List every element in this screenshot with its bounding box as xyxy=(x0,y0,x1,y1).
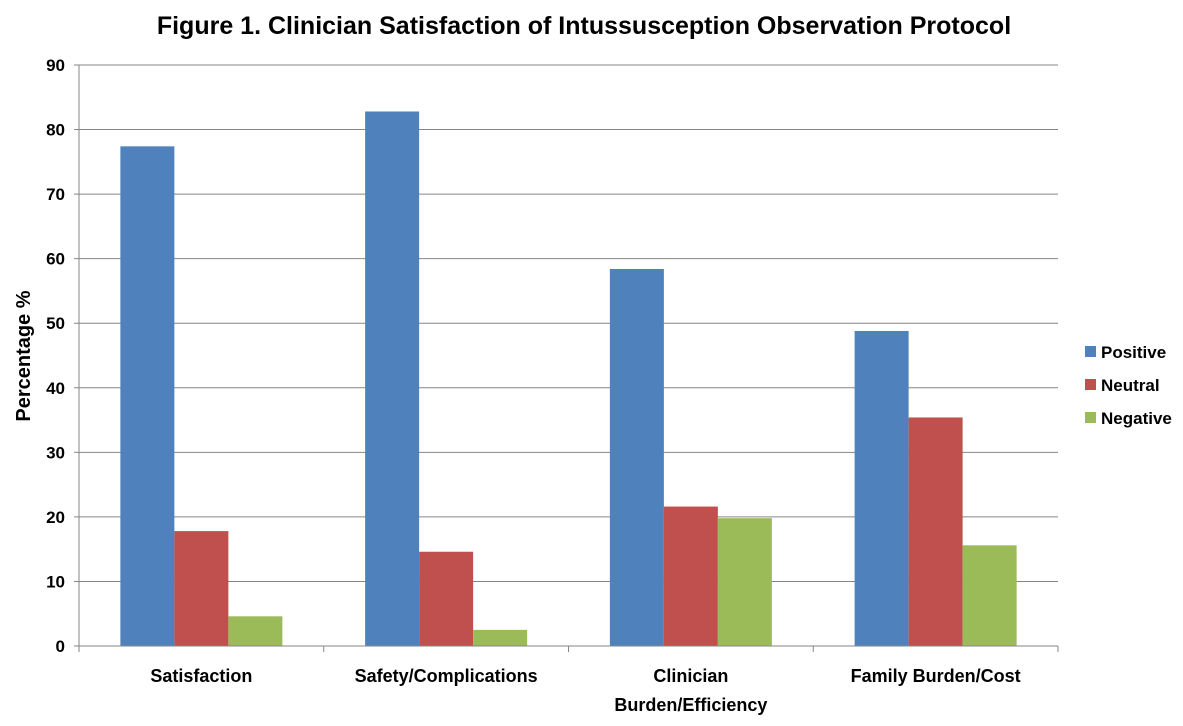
x-category-label: Clinician xyxy=(653,666,728,686)
bar-negative xyxy=(473,629,528,646)
y-tick-label: 50 xyxy=(46,314,65,333)
y-tick-label: 20 xyxy=(46,508,65,527)
y-tick-label: 60 xyxy=(46,250,65,269)
bar-negative xyxy=(717,518,772,646)
legend-swatch-negative xyxy=(1085,412,1096,423)
chart-title: Figure 1. Clinician Satisfaction of Intu… xyxy=(157,12,1011,40)
bar-neutral xyxy=(663,506,718,646)
y-tick-label: 10 xyxy=(46,572,65,591)
gridlines xyxy=(79,64,1058,582)
bar-negative xyxy=(228,616,283,646)
bar-neutral xyxy=(174,531,229,646)
y-tick-label: 90 xyxy=(46,56,65,75)
legend-swatch-neutral xyxy=(1085,379,1096,390)
bar-positive xyxy=(609,268,664,646)
axes xyxy=(74,64,1059,652)
x-category-label: Satisfaction xyxy=(150,666,252,686)
y-tick-labels: 0 10 20 30 40 50 60 70 80 90 xyxy=(46,56,65,656)
bars-group xyxy=(120,111,1017,647)
legend: Positive Neutral Negative xyxy=(1085,343,1172,428)
y-tick-label: 70 xyxy=(46,185,65,204)
x-category-label: Family Burden/Cost xyxy=(851,666,1021,686)
y-tick-label: 0 xyxy=(56,637,65,656)
bar-neutral xyxy=(908,417,963,646)
y-tick-label: 30 xyxy=(46,443,65,462)
bar-positive xyxy=(854,330,909,646)
bar-positive xyxy=(365,111,420,647)
bar-negative xyxy=(962,545,1017,646)
legend-label-negative: Negative xyxy=(1101,409,1172,428)
x-category-label: Safety/Complications xyxy=(355,666,538,686)
y-axis-label: Percentage % xyxy=(13,290,35,421)
x-category-labels: Satisfaction Safety/Complications Clinicia… xyxy=(150,666,1020,715)
y-tick-label: 80 xyxy=(46,121,65,140)
y-tick-label: 40 xyxy=(46,379,65,398)
bar-positive xyxy=(120,146,175,646)
x-category-label: Burden/Efficiency xyxy=(614,695,767,715)
legend-label-neutral: Neutral xyxy=(1101,376,1160,395)
bar-neutral xyxy=(419,551,474,646)
legend-swatch-positive xyxy=(1085,346,1096,357)
legend-label-positive: Positive xyxy=(1101,343,1166,362)
